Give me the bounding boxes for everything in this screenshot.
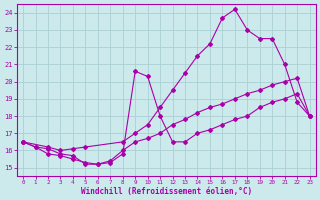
X-axis label: Windchill (Refroidissement éolien,°C): Windchill (Refroidissement éolien,°C)	[81, 187, 252, 196]
